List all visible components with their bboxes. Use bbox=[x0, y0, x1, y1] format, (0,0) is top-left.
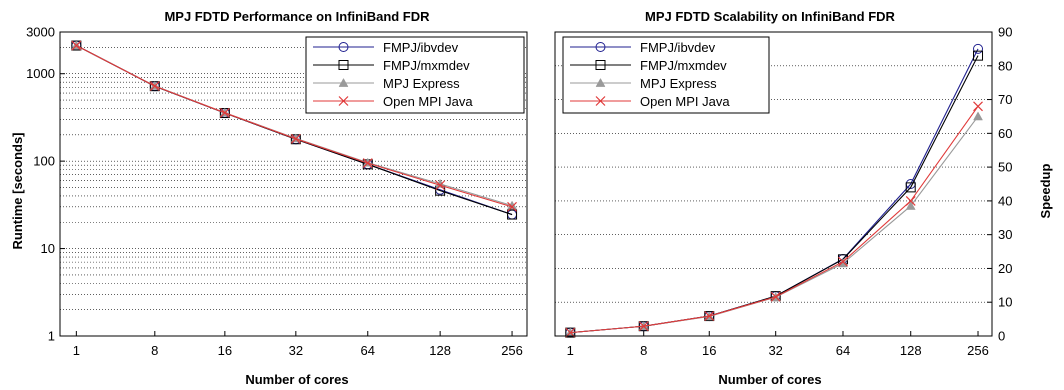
data-point-open-mpi-java bbox=[219, 107, 230, 118]
legend-label: FMPJ/mxmdev bbox=[383, 58, 470, 73]
plot-frame bbox=[554, 31, 993, 337]
runtime-chart: MPJ FDTD Performance on InfiniBand FDR N… bbox=[10, 9, 528, 387]
x-tick-label: 16 bbox=[218, 343, 232, 358]
data-point-fmpj-mxmdev bbox=[905, 182, 916, 193]
data-point-fmpj-mxmdev bbox=[973, 50, 984, 61]
series-open-mpi-java bbox=[565, 101, 983, 338]
data-point-open-mpi-java bbox=[704, 311, 715, 321]
x-tick-label: 256 bbox=[967, 343, 989, 358]
data-point-open-mpi-java bbox=[973, 101, 983, 112]
x-tick-label: 32 bbox=[289, 343, 303, 358]
runtime-chart-ylabel: Runtime [seconds] bbox=[10, 132, 25, 249]
series-mpj-express bbox=[565, 111, 983, 337]
data-point-open-mpi-java bbox=[905, 195, 916, 206]
legend-label: MPJ Express bbox=[640, 76, 717, 91]
legend-marker bbox=[595, 77, 606, 87]
legend-marker bbox=[338, 77, 349, 87]
data-point-open-mpi-java bbox=[838, 256, 848, 267]
legend-label: Open MPI Java bbox=[383, 94, 473, 109]
data-point-open-mpi-java bbox=[638, 321, 649, 332]
data-point-open-mpi-java bbox=[149, 81, 160, 92]
speedup-chart-ylabel: Speedup bbox=[1038, 163, 1053, 218]
x-tick-label: 256 bbox=[501, 343, 523, 358]
y-tick-label: 20 bbox=[998, 261, 1012, 276]
data-point-fmpj-mxmdev bbox=[507, 209, 518, 220]
data-point-open-mpi-java bbox=[435, 180, 446, 191]
legend-marker bbox=[595, 42, 606, 52]
runtime-chart-title: MPJ FDTD Performance on InfiniBand FDR bbox=[164, 9, 430, 24]
x-tick-label: 128 bbox=[429, 343, 451, 358]
y-tick-label: 3000 bbox=[26, 25, 55, 40]
speedup-chart-title: MPJ FDTD Scalability on InfiniBand FDR bbox=[645, 9, 896, 24]
legend-label: FMPJ/ibvdev bbox=[383, 40, 459, 55]
legend-box bbox=[562, 36, 770, 114]
legend-label: FMPJ/ibvdev bbox=[640, 40, 716, 55]
y-tick-label: 40 bbox=[998, 193, 1012, 208]
y-tick-label: 1000 bbox=[26, 66, 55, 81]
y-tick-label: 1 bbox=[48, 329, 55, 344]
x-tick-label: 32 bbox=[768, 343, 782, 358]
legend: FMPJ/ibvdev FMPJ/mxmdev MPJ Express Open MP… bbox=[562, 36, 770, 114]
y-tick-label: 0 bbox=[998, 329, 1005, 344]
data-point-open-mpi-java bbox=[770, 291, 781, 302]
data-point-fmpj-ibvdev bbox=[973, 43, 984, 54]
y-tick-label: 70 bbox=[998, 92, 1012, 107]
y-tick-label: 50 bbox=[998, 160, 1012, 175]
legend-label: Open MPI Java bbox=[640, 94, 730, 109]
speedup-plot-area: 0 10 20 30 40 50 60 70 80 90 1 8 16 32 64 128 256 FMPJ/ib… bbox=[554, 25, 1012, 358]
y-tick-label: 60 bbox=[998, 126, 1012, 141]
data-point-mpj-express bbox=[973, 111, 983, 121]
x-tick-label: 64 bbox=[361, 343, 375, 358]
legend-marker bbox=[338, 60, 349, 70]
legend-marker bbox=[595, 60, 606, 70]
x-tick-label: 64 bbox=[836, 343, 850, 358]
speedup-chart-xlabel: Number of cores bbox=[718, 372, 821, 387]
legend-marker bbox=[595, 96, 606, 106]
data-point-mpj-express bbox=[905, 200, 916, 210]
x-tick-label: 1 bbox=[567, 343, 574, 358]
y-tick-label: 100 bbox=[33, 154, 55, 169]
legend-marker bbox=[338, 96, 349, 106]
legend-label: FMPJ/mxmdev bbox=[640, 58, 727, 73]
plot-frame bbox=[59, 31, 528, 337]
data-point-open-mpi-java bbox=[362, 158, 373, 169]
runtime-chart-xlabel: Number of cores bbox=[245, 372, 348, 387]
y-tick-label: 90 bbox=[998, 25, 1012, 40]
data-point-open-mpi-java bbox=[290, 133, 301, 144]
x-tick-label: 8 bbox=[151, 343, 158, 358]
legend-marker bbox=[338, 42, 349, 52]
legend: FMPJ/ibvdev FMPJ/mxmdev MPJ Express Open MP… bbox=[305, 36, 525, 114]
data-point-open-mpi-java bbox=[507, 201, 517, 212]
legend-label: MPJ Express bbox=[383, 76, 460, 91]
x-tick-label: 128 bbox=[900, 343, 922, 358]
y-tick-label: 10 bbox=[41, 241, 55, 256]
x-tick-label: 1 bbox=[73, 343, 80, 358]
y-tick-label: 80 bbox=[998, 58, 1012, 73]
series-open-mpi-java bbox=[71, 40, 517, 212]
x-tick-label: 8 bbox=[640, 343, 647, 358]
y-tick-label: 10 bbox=[998, 295, 1012, 310]
x-tick-label: 16 bbox=[702, 343, 716, 358]
speedup-chart: MPJ FDTD Scalability on InfiniBand FDR N… bbox=[554, 9, 1053, 387]
data-point-open-mpi-java bbox=[71, 40, 82, 51]
y-tick-label: 30 bbox=[998, 227, 1012, 242]
